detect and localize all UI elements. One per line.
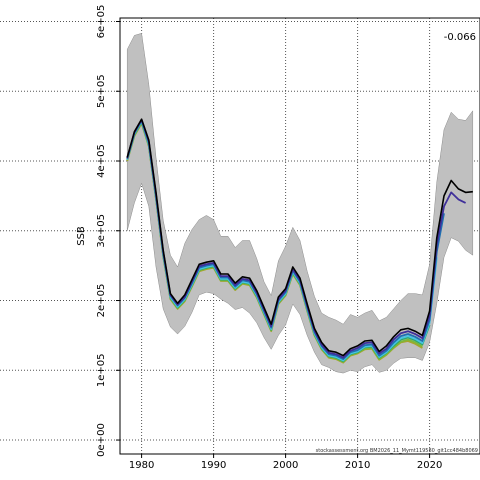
grid <box>0 18 480 454</box>
y-tick-label-5e+05: 5e+05 <box>96 74 107 108</box>
y-tick-label-0e+00: 0e+00 <box>96 423 107 457</box>
y-tick-label-2e+05: 2e+05 <box>96 284 107 318</box>
confidence-band-area <box>126 32 474 374</box>
y-axis-title: SSB <box>76 226 87 246</box>
y-tick-label-3e+05: 3e+05 <box>96 214 107 248</box>
source-text: stockassessment.org BM2026_11_Mymt119580… <box>316 448 478 454</box>
x-tick-label-1990: 1990 <box>201 460 226 471</box>
plot-frame <box>119 17 480 455</box>
y-tick-label-6e+05: 6e+05 <box>96 5 107 39</box>
x-tick-label-2010: 2010 <box>345 460 370 471</box>
annotation-value: -0.066 <box>444 32 476 43</box>
confidence-band <box>126 32 474 374</box>
x-tick-label-2020: 2020 <box>417 460 442 471</box>
series-lines <box>126 118 473 364</box>
series-line-1 <box>126 118 473 357</box>
y-tick-label-1e+05: 1e+05 <box>96 353 107 387</box>
x-tick-label-2000: 2000 <box>273 460 298 471</box>
series-line-2 <box>126 118 466 359</box>
y-tick-label-4e+05: 4e+05 <box>96 144 107 178</box>
series-line-4 <box>126 120 438 362</box>
x-tick-label-1980: 1980 <box>129 460 154 471</box>
